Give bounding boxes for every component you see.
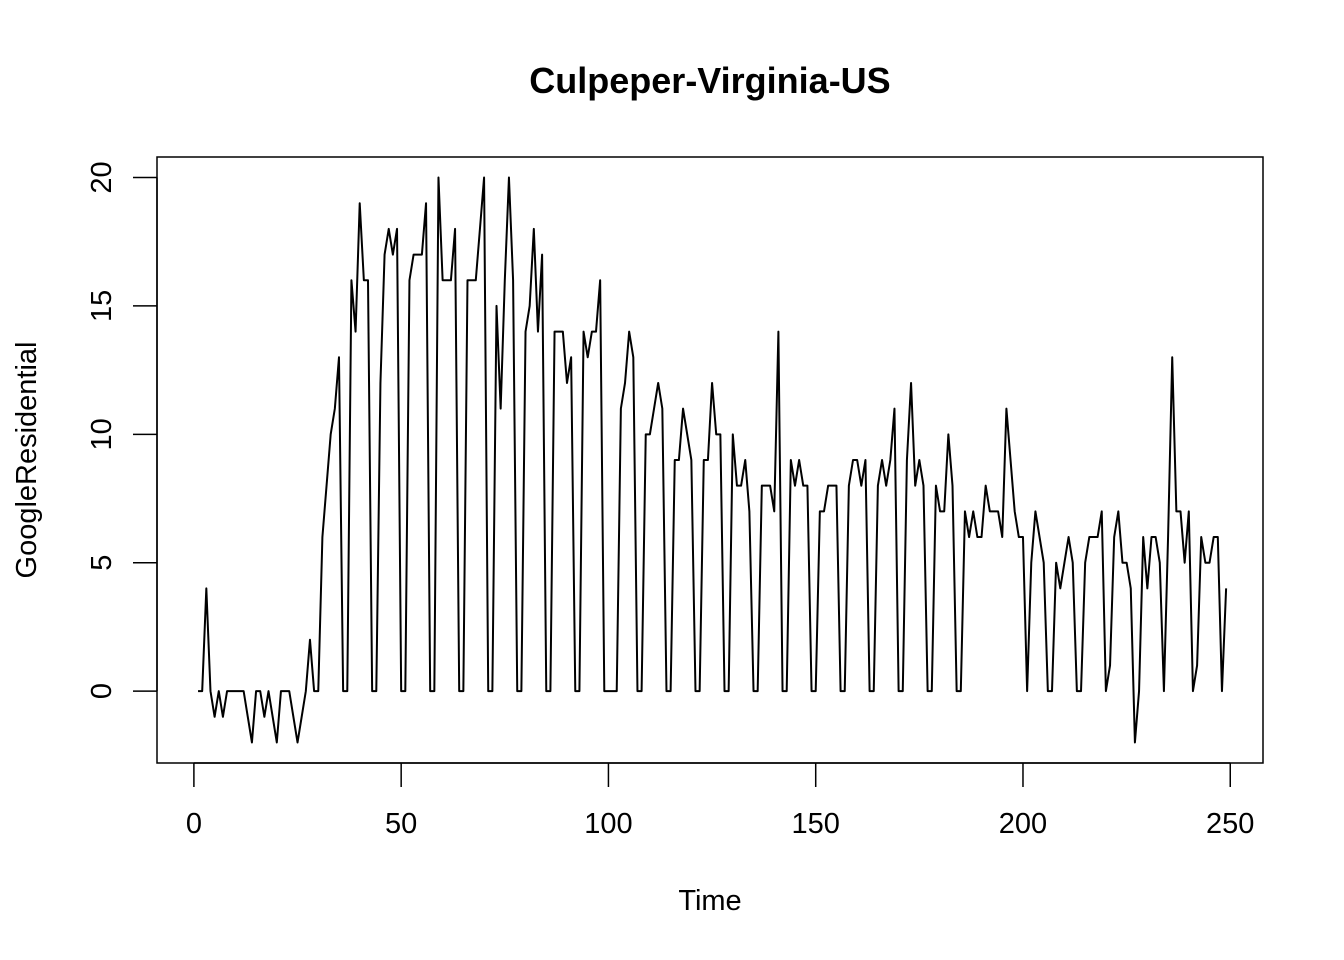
x-tick-label: 0 — [186, 808, 202, 840]
y-tick-label: 10 — [86, 418, 118, 450]
y-tick-label: 20 — [86, 161, 118, 193]
x-axis: 0 50 100 150 200 250 — [186, 762, 1254, 840]
series-line — [198, 176, 1228, 744]
x-tick-label: 250 — [1206, 808, 1254, 840]
x-tick-label: 100 — [584, 808, 632, 840]
y-axis: 0 5 10 15 20 — [86, 161, 158, 699]
x-tick-label: 50 — [385, 808, 417, 840]
y-tick-label: 0 — [86, 683, 118, 699]
y-tick-label: 15 — [86, 290, 118, 322]
chart-title: Culpeper-Virginia-US — [529, 60, 890, 101]
x-axis-label: Time — [678, 885, 741, 917]
y-axis-label: GoogleResidential — [11, 342, 43, 579]
x-tick-label: 150 — [792, 808, 840, 840]
plot-frame — [156, 156, 1264, 764]
y-tick-label: 5 — [86, 555, 118, 571]
x-tick-label: 200 — [999, 808, 1047, 840]
